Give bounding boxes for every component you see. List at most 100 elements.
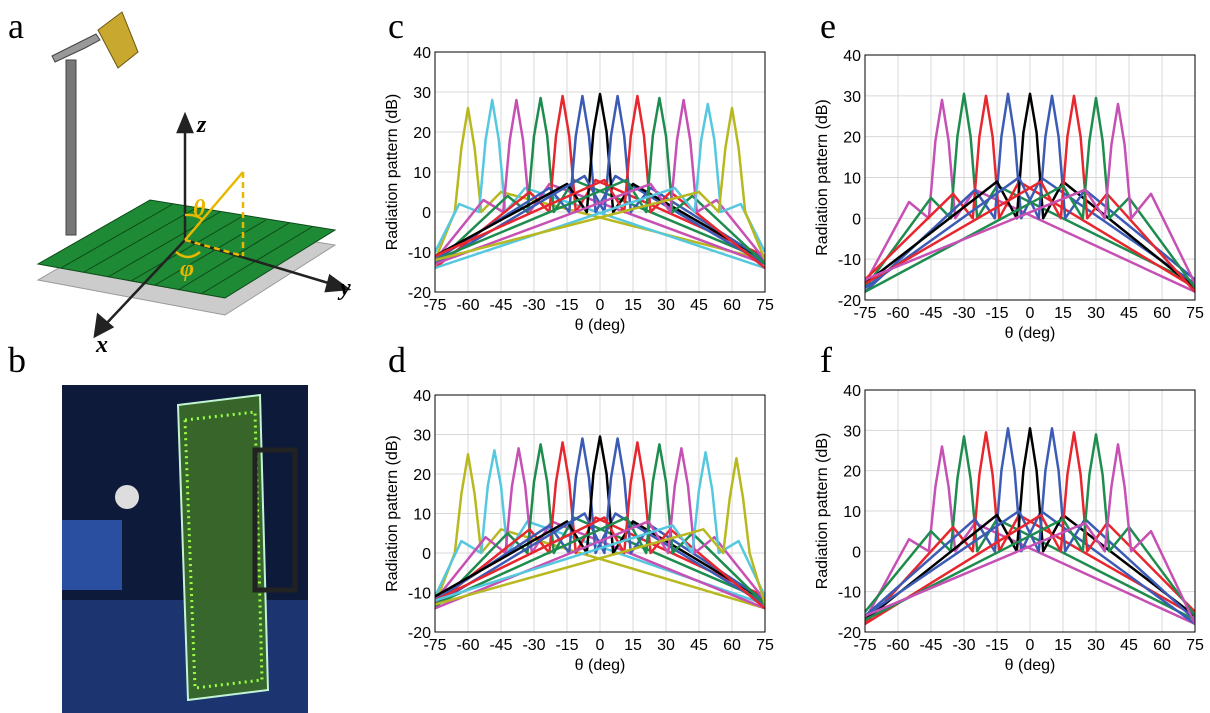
x-tick-label: 45 xyxy=(1120,305,1138,322)
x-tick-label: 45 xyxy=(690,637,708,654)
x-tick-label: 60 xyxy=(1153,305,1171,322)
beam-line xyxy=(865,94,1195,289)
x-tick-label: 0 xyxy=(596,637,605,654)
y-tick-label: 10 xyxy=(843,171,861,188)
beam-line xyxy=(435,98,765,270)
x-tick-label: -75 xyxy=(423,637,446,654)
y-tick-label: 20 xyxy=(843,130,861,147)
beam-line xyxy=(435,106,765,262)
x-tick-label: 15 xyxy=(624,297,642,314)
array-panel xyxy=(176,393,270,702)
panel-label: e xyxy=(820,6,836,46)
x-tick-label: -15 xyxy=(555,637,578,654)
beam-line xyxy=(865,427,1195,621)
x-tick-label: -30 xyxy=(522,297,545,314)
chart: c -75 -60 -45 -30 -15 0 15 30 45 60 75 -20 -10 0 10 20 30… xyxy=(384,6,774,334)
y-tick-label: -10 xyxy=(408,586,431,603)
axis-label: y xyxy=(337,275,351,301)
plot-frame xyxy=(434,51,766,293)
x-tick-label: 30 xyxy=(1087,637,1105,654)
beam-line xyxy=(865,92,1195,289)
x-tick-label: -75 xyxy=(853,305,876,322)
plot-lines xyxy=(865,92,1195,293)
x-axis-label: θ (deg) xyxy=(1005,325,1056,342)
y-tick-label: 20 xyxy=(843,464,861,481)
x-tick-label: -60 xyxy=(886,637,909,654)
x-axis-label: θ (deg) xyxy=(1005,657,1056,674)
absorber-block xyxy=(62,520,122,590)
y-tick-label: 30 xyxy=(843,423,861,440)
chart: e -75 -60 -45 -30 -15 0 15 30 45 60 75 -20 -10 0 10 20 30… xyxy=(814,6,1204,342)
y-axis-label: Radiation pattern (dB) xyxy=(384,435,401,592)
chart: d -75 -60 -45 -30 -15 0 15 30 45 60 75 -20 -10 0 10 20 30… xyxy=(384,340,774,674)
beam-line xyxy=(865,443,1195,625)
x-tick-label: -75 xyxy=(423,297,446,314)
x-tick-label: -45 xyxy=(919,305,942,322)
beam-line xyxy=(435,443,765,610)
x-tick-label: 30 xyxy=(1087,305,1105,322)
x-tick-label: 45 xyxy=(1120,637,1138,654)
x-axis-label: θ (deg) xyxy=(575,657,626,674)
setup-sketch: a z y x θ φ xyxy=(8,6,352,358)
y-axis-label: Radiation pattern (dB) xyxy=(814,99,831,256)
plot-lines xyxy=(865,427,1195,626)
arm xyxy=(51,33,101,63)
y-tick-label: -20 xyxy=(408,625,431,642)
y-axis-label: Radiation pattern (dB) xyxy=(814,433,831,590)
x-tick-label: 45 xyxy=(690,297,708,314)
probe-antenna xyxy=(115,485,139,509)
x-tick-label: -60 xyxy=(456,297,479,314)
x-tick-label: 15 xyxy=(1054,637,1072,654)
plot-frame xyxy=(434,394,766,633)
y-tick-label: 40 xyxy=(843,383,861,400)
x-tick-label: 75 xyxy=(756,637,774,654)
y-tick-label: -20 xyxy=(838,625,861,642)
plot-lines xyxy=(435,435,765,610)
x-tick-label: 60 xyxy=(723,297,741,314)
x-tick-label: 0 xyxy=(1026,637,1035,654)
pole xyxy=(65,59,77,236)
y-tick-label: 20 xyxy=(413,125,431,142)
beam-line xyxy=(865,427,1195,625)
beam-line xyxy=(435,443,765,606)
panel-label: b xyxy=(8,340,26,380)
x-tick-label: -30 xyxy=(952,637,975,654)
beam-line xyxy=(435,96,765,265)
plot-lines xyxy=(435,92,765,270)
y-tick-label: 30 xyxy=(413,428,431,445)
beam-line xyxy=(435,94,765,269)
y-tick-label: 30 xyxy=(413,85,431,102)
y-tick-label: 20 xyxy=(413,467,431,484)
y-tick-label: 0 xyxy=(852,211,861,228)
y-tick-label: 0 xyxy=(852,544,861,561)
beam-line xyxy=(435,456,765,606)
axis-label: x xyxy=(95,332,108,358)
x-tick-label: 15 xyxy=(1054,305,1072,322)
plot-frame xyxy=(864,54,1196,301)
beam-line xyxy=(435,449,765,606)
beam-line xyxy=(435,441,765,610)
panel-label: c xyxy=(388,6,404,46)
y-tick-label: 40 xyxy=(843,48,861,65)
y-tick-label: -20 xyxy=(408,285,431,302)
angle-label: θ xyxy=(193,196,206,222)
y-tick-label: 10 xyxy=(843,504,861,521)
x-tick-label: 75 xyxy=(1186,637,1204,654)
x-tick-label: -75 xyxy=(853,637,876,654)
y-axis-label: Radiation pattern (dB) xyxy=(384,94,401,251)
beam-line xyxy=(435,453,765,610)
beam-line xyxy=(865,431,1195,625)
beam-line xyxy=(435,94,765,266)
x-tick-label: 30 xyxy=(657,637,675,654)
x-tick-label: -45 xyxy=(489,637,512,654)
panel-label: d xyxy=(388,340,406,380)
chamber-photo: b xyxy=(8,340,308,713)
x-tick-label: -60 xyxy=(456,637,479,654)
beam-line xyxy=(435,451,765,602)
y-tick-label: 0 xyxy=(422,546,431,563)
y-tick-label: 40 xyxy=(413,45,431,62)
beam-line xyxy=(435,447,765,610)
y-tick-label: 10 xyxy=(413,507,431,524)
x-axis-label: θ (deg) xyxy=(575,317,626,334)
